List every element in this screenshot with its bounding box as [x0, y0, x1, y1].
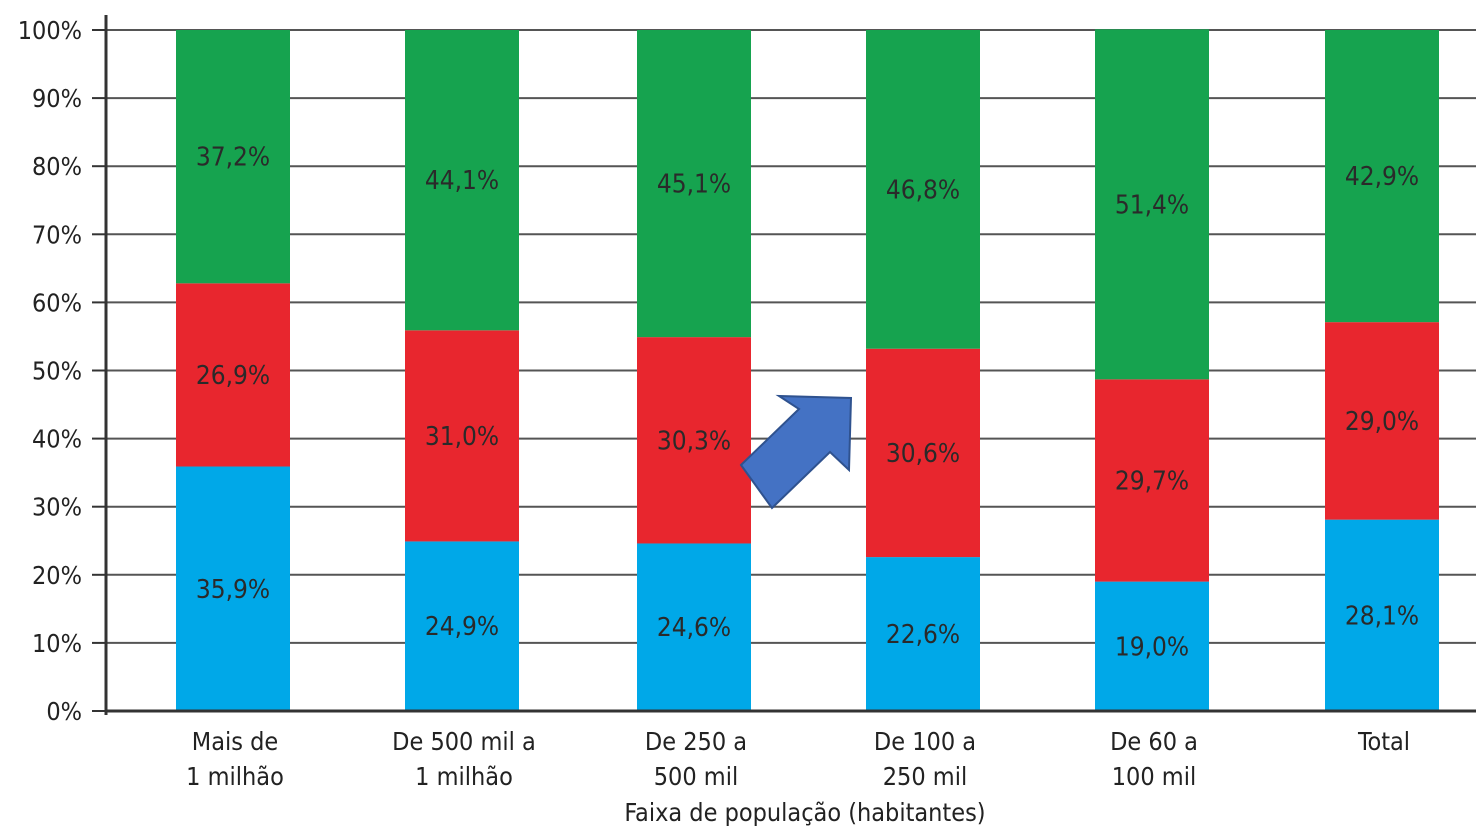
x-tick-label: De 100 a 250 mil: [874, 727, 976, 791]
x-tick-label: De 60 a 100 mil: [1110, 727, 1198, 791]
bar-segment: [405, 30, 519, 331]
data-label: 30,6%: [886, 439, 960, 469]
bar-segment: [1095, 379, 1209, 582]
x-tick-label-line: 250 mil: [883, 762, 967, 791]
data-label: 30,3%: [657, 426, 731, 456]
category-labels: Mais de 1 milhão De 500 mil a 1 milhão De 25…: [186, 727, 1410, 791]
bar-segment: [1095, 581, 1209, 711]
y-tick-label: 50%: [32, 357, 82, 386]
data-label: 24,6%: [657, 613, 731, 643]
x-tick-label-line: 100 mil: [1112, 762, 1196, 791]
value-labels: 35,9% 26,9% 37,2% 24,9% 31,0% 44,1% 24,6% 30,3%…: [196, 143, 1419, 663]
x-tick-label-line: De 60 a: [1110, 727, 1198, 756]
data-label: 24,9%: [425, 612, 499, 642]
y-tick-label: 70%: [32, 220, 82, 249]
y-tick-label: 0%: [46, 697, 82, 726]
data-label: 42,9%: [1345, 162, 1419, 192]
data-label: 46,8%: [886, 175, 960, 205]
x-tick-label-line: De 500 mil a: [392, 727, 536, 756]
bar-segment: [637, 30, 751, 338]
data-label: 51,4%: [1115, 190, 1189, 220]
x-tick-label-line: Total: [1357, 727, 1410, 756]
data-label: 31,0%: [425, 422, 499, 452]
bar-segment: [637, 337, 751, 544]
y-tick-label: 90%: [32, 84, 82, 113]
x-tick-label: De 500 mil a 1 milhão: [392, 727, 536, 791]
bars: [176, 29, 1439, 711]
bar-segment: [176, 466, 290, 711]
gridlines: [106, 29, 1476, 644]
y-tick-label: 40%: [32, 425, 82, 454]
x-tick-label: Mais de 1 milhão: [186, 727, 284, 791]
bar-segment: [866, 557, 980, 711]
y-tick-label: 80%: [32, 152, 82, 181]
data-label: 19,0%: [1115, 632, 1189, 662]
data-label: 28,1%: [1345, 601, 1419, 631]
bar-segment: [405, 330, 519, 542]
data-label: 45,1%: [657, 170, 731, 200]
bar-segment: [866, 348, 980, 558]
x-tick-label-line: De 250 a: [645, 727, 747, 756]
data-label: 22,6%: [886, 620, 960, 650]
x-tick-label-line: De 100 a: [874, 727, 976, 756]
x-tick-label-line: 1 milhão: [415, 762, 513, 791]
data-label: 44,1%: [425, 166, 499, 196]
x-axis-title: Faixa de população (habitantes): [624, 798, 985, 827]
pointer-arrow: [739, 394, 853, 510]
x-tick-label-line: 500 mil: [654, 762, 738, 791]
x-tick-label: De 250 a 500 mil: [645, 727, 747, 791]
x-tick-label-line: 1 milhão: [186, 762, 284, 791]
data-label: 29,7%: [1115, 466, 1189, 496]
bar-segment: [176, 283, 290, 467]
bar-segment: [176, 30, 290, 284]
bar-segment: [405, 541, 519, 711]
y-tick-label: 100%: [18, 16, 82, 45]
y-tick-label: 30%: [32, 493, 82, 522]
data-label: 29,0%: [1345, 407, 1419, 437]
x-tick-label: Total: [1357, 727, 1410, 756]
bar-segment: [1325, 519, 1439, 711]
y-tick-label: 60%: [32, 288, 82, 317]
data-label: 37,2%: [196, 143, 270, 173]
y-tick-label: 20%: [32, 561, 82, 590]
bar-segment: [1095, 29, 1209, 380]
data-label: 35,9%: [196, 575, 270, 605]
data-label: 26,9%: [196, 361, 270, 391]
bar-segment: [1325, 30, 1439, 323]
bar-segment: [637, 543, 751, 711]
y-tick-label: 10%: [32, 629, 82, 658]
axes: 0% 10% 20% 30% 40% 50% 60% 70% 80% 90% 100%: [18, 15, 1476, 726]
x-tick-label-line: Mais de: [192, 727, 278, 756]
bar-segment: [866, 30, 980, 349]
bar-segment: [1325, 322, 1439, 520]
